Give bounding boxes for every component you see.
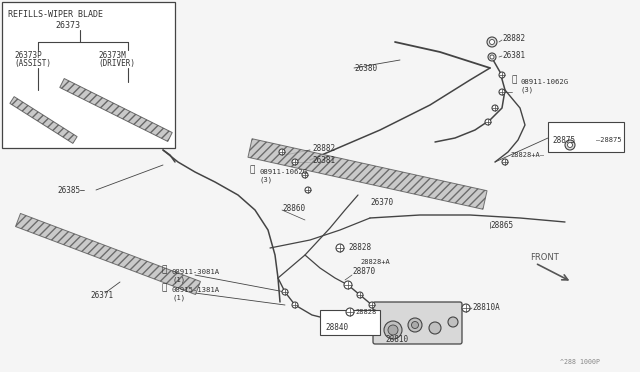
Circle shape: [344, 281, 352, 289]
Text: FRONT: FRONT: [530, 253, 559, 263]
Text: (3): (3): [521, 87, 534, 93]
Text: 08911-1062G: 08911-1062G: [521, 79, 569, 85]
Text: ^288 1000P: ^288 1000P: [560, 359, 600, 365]
Text: 08911-1062G: 08911-1062G: [260, 169, 308, 175]
Circle shape: [499, 72, 505, 78]
Text: Ⓥ: Ⓥ: [162, 283, 168, 292]
Bar: [320, 310, 380, 335]
Text: (3): (3): [260, 177, 273, 183]
Circle shape: [384, 321, 402, 339]
Text: 28875: 28875: [552, 135, 575, 144]
Circle shape: [429, 322, 441, 334]
Bar: [2, 2, 175, 148]
Circle shape: [292, 302, 298, 308]
Text: 26385—: 26385—: [57, 186, 84, 195]
Text: 26373: 26373: [55, 20, 80, 29]
Text: 28870: 28870: [352, 267, 375, 276]
Bar: [548, 122, 624, 152]
Polygon shape: [248, 139, 487, 209]
Circle shape: [490, 55, 494, 59]
Circle shape: [462, 304, 470, 312]
Text: 26370: 26370: [370, 198, 393, 206]
Text: 08915-1381A: 08915-1381A: [172, 287, 220, 293]
Text: (1): (1): [172, 277, 185, 283]
Circle shape: [448, 317, 458, 327]
Text: 28828+A—: 28828+A—: [510, 152, 544, 158]
Text: 28882: 28882: [502, 33, 525, 42]
Circle shape: [488, 53, 496, 61]
Text: 28810: 28810: [385, 336, 408, 344]
Text: REFILLS-WIPER BLADE: REFILLS-WIPER BLADE: [8, 10, 103, 19]
Text: (DRIVER): (DRIVER): [98, 58, 135, 67]
Circle shape: [408, 318, 422, 332]
Text: 26371: 26371: [90, 292, 113, 301]
Circle shape: [302, 172, 308, 178]
Circle shape: [492, 105, 498, 111]
Circle shape: [485, 119, 491, 125]
Circle shape: [292, 159, 298, 165]
Circle shape: [336, 244, 344, 252]
Circle shape: [487, 37, 497, 47]
Text: (ASSIST): (ASSIST): [14, 58, 51, 67]
Text: (1): (1): [172, 295, 185, 301]
Text: 26373P: 26373P: [14, 51, 42, 60]
Polygon shape: [15, 214, 200, 295]
Text: 26381: 26381: [312, 155, 335, 164]
Circle shape: [565, 140, 575, 150]
Text: 28828: 28828: [355, 309, 376, 315]
FancyBboxPatch shape: [373, 302, 462, 344]
Text: 28840: 28840: [325, 324, 348, 333]
Text: 28865: 28865: [490, 221, 513, 230]
Text: Ⓥ: Ⓥ: [162, 265, 168, 274]
Text: 28828: 28828: [348, 244, 371, 253]
Text: 26373M: 26373M: [98, 51, 125, 60]
Circle shape: [282, 289, 288, 295]
Circle shape: [490, 39, 495, 45]
Circle shape: [279, 149, 285, 155]
Circle shape: [388, 325, 398, 335]
Text: 28828+A: 28828+A: [360, 259, 390, 265]
Text: 08911-3081A: 08911-3081A: [172, 269, 220, 275]
Polygon shape: [60, 78, 172, 141]
Text: —28875: —28875: [596, 137, 622, 143]
Circle shape: [568, 142, 573, 148]
Circle shape: [357, 292, 363, 298]
Text: 26380: 26380: [354, 64, 377, 73]
Circle shape: [502, 159, 508, 165]
Text: Ⓝ: Ⓝ: [250, 165, 255, 174]
Text: 28810A: 28810A: [472, 304, 500, 312]
Text: Ⓝ: Ⓝ: [512, 75, 517, 84]
Circle shape: [499, 89, 505, 95]
Circle shape: [369, 302, 375, 308]
Text: 28860: 28860: [282, 203, 305, 212]
Text: 28882: 28882: [312, 144, 335, 153]
Text: 26381: 26381: [502, 51, 525, 60]
Circle shape: [346, 308, 354, 316]
Circle shape: [412, 321, 419, 328]
Polygon shape: [10, 97, 77, 143]
Circle shape: [305, 187, 311, 193]
